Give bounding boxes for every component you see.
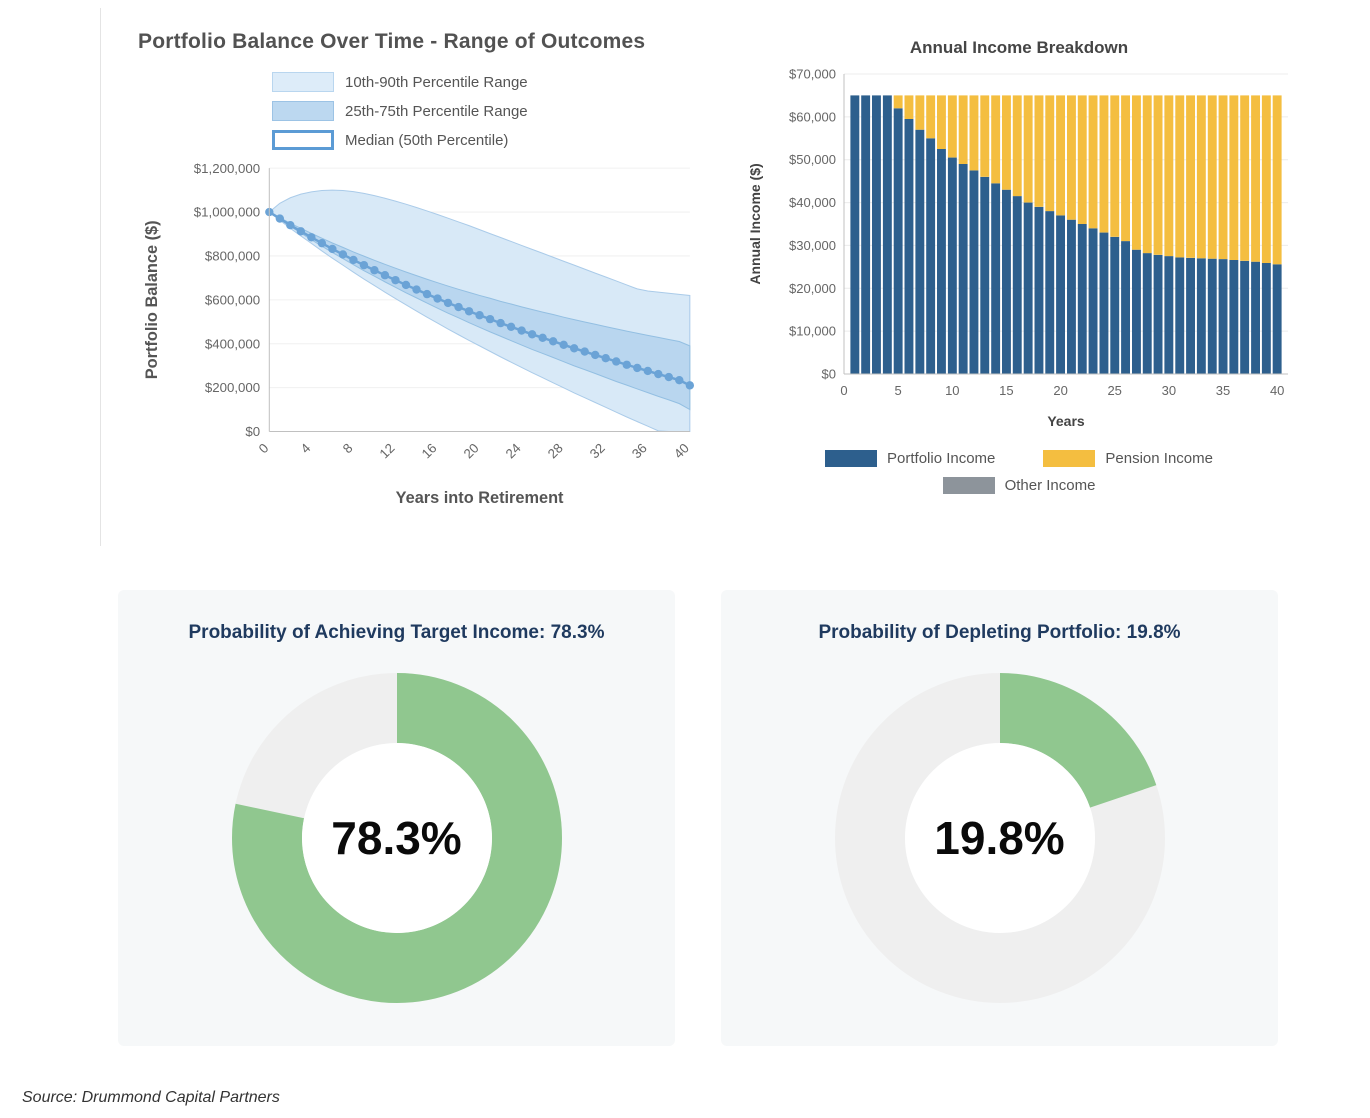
legend-label: Median (50th Percentile) [345, 131, 509, 149]
legend-swatch [272, 101, 334, 121]
svg-text:4: 4 [298, 440, 314, 456]
svg-text:$1,200,000: $1,200,000 [194, 161, 260, 176]
svg-text:5: 5 [894, 383, 901, 398]
svg-text:12: 12 [377, 440, 398, 461]
svg-text:16: 16 [419, 440, 440, 461]
legend-item-25th-75th-percentile-range: 25th-75th Percentile Range [272, 101, 706, 121]
legend-row: Portfolio Income Pension Income [825, 450, 1213, 467]
target-income-title: Probability of Achieving Target Income: … [188, 622, 605, 643]
svg-text:10: 10 [945, 383, 959, 398]
svg-text:$40,000: $40,000 [789, 195, 836, 210]
legend-label: 10th-90th Percentile Range [345, 73, 528, 91]
annual-income-chart: Annual Income Breakdown $0 $10,000 $20,000… [744, 38, 1294, 494]
depletion-card: Probability of Depleting Portfolio: 19.8… [721, 590, 1278, 1046]
bar-chart-title: Annual Income Breakdown [909, 38, 1129, 57]
depletion-title: Probability of Depleting Portfolio: 19.8… [818, 622, 1181, 643]
fan-chart-legend: 10th-90th Percentile Range 25th-75th Perc… [272, 72, 706, 150]
svg-text:28: 28 [545, 440, 566, 461]
svg-text:Portfolio Balance ($): Portfolio Balance ($) [143, 220, 161, 379]
svg-text:0: 0 [840, 383, 847, 398]
target-income-value: 78.3% [331, 812, 462, 864]
svg-text:25: 25 [1107, 383, 1121, 398]
svg-text:24: 24 [503, 440, 524, 461]
legend-item-other-income: Other Income [942, 477, 1096, 494]
svg-text:$600,000: $600,000 [205, 292, 260, 307]
svg-text:15: 15 [999, 383, 1013, 398]
svg-text:30: 30 [1162, 383, 1176, 398]
fan-chart-title: Portfolio Balance Over Time - Range of O… [138, 30, 646, 53]
depletion-donut: 19.8% [830, 668, 1170, 1008]
svg-text:0: 0 [256, 440, 272, 456]
svg-text:$20,000: $20,000 [789, 281, 836, 296]
svg-text:Years: Years [1047, 413, 1085, 429]
svg-text:$0: $0 [822, 367, 836, 382]
bar-chart-canvas: $0 $10,000 $20,000 $30,000 $40,000 $50,000 $60… [747, 67, 1288, 429]
legend-swatch [942, 477, 995, 494]
source-note: Source: Drummond Capital Partners [22, 1089, 280, 1106]
legend-item-pension-income: Pension Income [1043, 450, 1213, 467]
svg-text:35: 35 [1216, 383, 1230, 398]
svg-text:8: 8 [340, 440, 356, 456]
svg-text:20: 20 [461, 440, 482, 461]
legend-row: Other Income [942, 477, 1096, 494]
svg-text:40: 40 [671, 440, 692, 461]
svg-text:$800,000: $800,000 [205, 249, 260, 264]
portfolio-balance-chart: Portfolio Balance Over Time - Range of O… [106, 30, 706, 519]
bar-chart-legend: Portfolio Income Pension Income Other Inco… [744, 450, 1294, 494]
svg-text:$10,000: $10,000 [789, 324, 836, 339]
legend-label: Pension Income [1105, 450, 1213, 467]
svg-text:Years into Retirement: Years into Retirement [396, 489, 564, 507]
svg-text:36: 36 [629, 440, 650, 461]
fan-chart-canvas: $0 $200,000 $400,000 $600,000 $800,000 $1,000… [143, 161, 695, 507]
legend-swatch [272, 130, 334, 150]
section-divider [100, 8, 101, 546]
legend-item-median-50th-percentile: Median (50th Percentile) [272, 130, 706, 150]
legend-label: 25th-75th Percentile Range [345, 102, 528, 120]
svg-text:Annual Income ($): Annual Income ($) [747, 163, 763, 284]
legend-item-portfolio-income: Portfolio Income [825, 450, 995, 467]
target-income-donut: 78.3% [227, 668, 567, 1008]
svg-text:$0: $0 [245, 424, 260, 439]
target-income-donut-canvas [231, 673, 562, 1003]
depletion-donut-canvas [834, 673, 1165, 1003]
svg-text:$50,000: $50,000 [789, 152, 836, 167]
svg-text:$30,000: $30,000 [789, 238, 836, 253]
svg-text:$200,000: $200,000 [205, 380, 260, 395]
legend-swatch [825, 450, 878, 467]
depletion-value: 19.8% [934, 812, 1065, 864]
legend-item-10th-90th-percentile-range: 10th-90th Percentile Range [272, 72, 706, 92]
svg-text:$60,000: $60,000 [789, 109, 836, 124]
svg-text:20: 20 [1053, 383, 1067, 398]
legend-swatch [1043, 450, 1096, 467]
legend-label: Other Income [1004, 477, 1096, 494]
svg-text:40: 40 [1270, 383, 1284, 398]
svg-text:32: 32 [587, 440, 608, 461]
legend-swatch [272, 72, 334, 92]
svg-text:$70,000: $70,000 [789, 67, 836, 82]
legend-label: Portfolio Income [887, 450, 996, 467]
target-income-card: Probability of Achieving Target Income: … [118, 590, 675, 1046]
svg-text:$1,000,000: $1,000,000 [194, 205, 260, 220]
svg-text:$400,000: $400,000 [205, 336, 260, 351]
